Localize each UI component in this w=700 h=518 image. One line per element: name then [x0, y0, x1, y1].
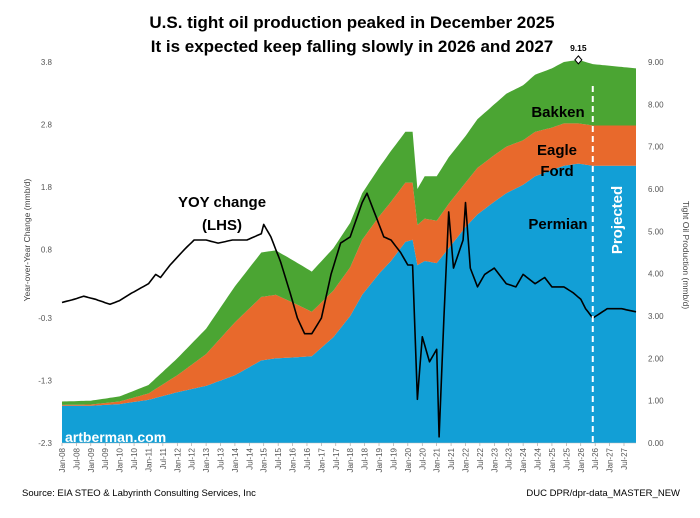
- x-tick-label: Jan-09: [87, 447, 96, 472]
- left-tick-label: 2.8: [41, 120, 53, 129]
- footer-source: Source: EIA STEO & Labyrinth Consulting …: [22, 488, 256, 499]
- left-tick-label: 0.8: [41, 245, 53, 254]
- footer-file: DUC DPR/dpr-data_MASTER_NEW: [526, 488, 680, 499]
- left-tick-label: -0.3: [38, 314, 52, 323]
- x-tick-label: Jul-22: [476, 447, 485, 469]
- x-tick-label: Jan-21: [433, 447, 442, 472]
- right-tick-label: 2.00: [648, 354, 664, 363]
- annotation-permian: Permian: [528, 216, 587, 233]
- yoy-series-line: [61, 192, 637, 438]
- x-tick-label: Jul-19: [389, 447, 398, 469]
- x-tick-label: Jan-13: [202, 447, 211, 472]
- right-tick-label: 1.00: [648, 397, 664, 406]
- area-bakken: [62, 59, 636, 405]
- x-tick-label: Jan-15: [260, 447, 269, 472]
- x-tick-label: Jan-18: [346, 447, 355, 472]
- left-tick-label: 3.8: [41, 58, 53, 67]
- left-tick-label: -1.3: [38, 377, 52, 386]
- x-tick-label: Jul-26: [591, 447, 600, 469]
- left-tick-label: 1.8: [41, 183, 53, 192]
- annotation-yoy-line1: YOY change: [178, 194, 266, 211]
- annotation-bakken: Bakken: [531, 104, 584, 121]
- chart-subtitle: It is expected keep falling slowly in 20…: [151, 37, 554, 56]
- x-tick-label: Jan-20: [404, 447, 413, 472]
- x-tick-label: Jan-26: [577, 447, 586, 472]
- x-tick-label: Jul-21: [447, 447, 456, 469]
- peak-marker: [574, 55, 583, 65]
- right-tick-label: 0.00: [648, 439, 664, 448]
- right-tick-label: 7.00: [648, 143, 664, 152]
- peak-label: 9.15: [570, 43, 587, 53]
- annotation-eagle-ford-line2: Ford: [540, 163, 573, 180]
- annotation-projected: Projected: [609, 186, 626, 254]
- x-tick-label: Jul-23: [505, 447, 514, 469]
- left-axis-ticks: 3.8 2.8 1.8 0.8 -0.3 -1.3 -2.3: [38, 58, 52, 448]
- watermark: artberman.com: [65, 429, 166, 445]
- left-axis-title: Year-over-Year Change (mmb/d): [22, 178, 32, 301]
- x-tick-label: Jul-12: [188, 447, 197, 469]
- x-tick-label: Jan-22: [461, 447, 470, 472]
- chart-title: U.S. tight oil production peaked in Dece…: [149, 13, 554, 32]
- right-tick-label: 4.00: [648, 270, 664, 279]
- right-tick-label: 8.00: [648, 100, 664, 109]
- x-tick-label: Jan-08: [58, 447, 67, 472]
- x-tick-label: Jan-10: [116, 447, 125, 472]
- right-axis-ticks: 9.00 8.00 7.00 6.00 5.00 4.00 3.00 2.00 1.00 0.00: [648, 58, 664, 448]
- x-tick-label: Jul-15: [274, 447, 283, 469]
- x-tick-label: Jul-16: [303, 447, 312, 469]
- x-tick-label: Jan-25: [548, 447, 557, 472]
- annotation-eagle-ford-line1: Eagle: [537, 142, 577, 159]
- yoy-line: [61, 192, 637, 438]
- x-tick-label: Jul-25: [562, 447, 571, 469]
- x-tick-label: Jan-16: [289, 447, 298, 472]
- x-tick-label: Jul-18: [361, 447, 370, 469]
- right-tick-label: 5.00: [648, 227, 664, 236]
- x-tick-label: Jul-13: [217, 447, 226, 469]
- x-tick-label: Jul-27: [620, 447, 629, 469]
- x-tick-label: Jul-09: [101, 447, 110, 469]
- annotation-yoy-line2: (LHS): [202, 217, 242, 234]
- x-tick-label: Jan-17: [317, 447, 326, 472]
- projection-marker: 9.15: [570, 43, 594, 443]
- area-permian: [62, 163, 636, 443]
- right-axis-title: Tight Oil Production (mmb/d): [681, 201, 691, 309]
- x-tick-label: Jan-23: [490, 447, 499, 472]
- x-tick-label: Jan-14: [231, 447, 240, 472]
- x-tick-label: Jul-10: [130, 447, 139, 469]
- right-tick-label: 9.00: [648, 58, 664, 67]
- x-tick-label: Jan-12: [173, 447, 182, 472]
- right-tick-label: 3.00: [648, 312, 664, 321]
- stacked-areas: [62, 59, 636, 443]
- x-axis-ticks: Jan-08 Jul-08 Jan-09 Jul-09 Jan-10 Jul-10 Jan-…: [58, 442, 636, 472]
- x-tick-label: Jan-19: [375, 447, 384, 472]
- area-eagle-ford: [62, 123, 636, 406]
- x-tick-label: Jul-17: [332, 447, 341, 469]
- x-tick-label: Jul-20: [418, 447, 427, 469]
- x-tick-label: Jul-08: [72, 447, 81, 469]
- x-tick-label: Jul-14: [245, 447, 254, 469]
- right-tick-label: 6.00: [648, 185, 664, 194]
- x-tick-label: Jan-27: [606, 447, 615, 472]
- x-tick-label: Jul-24: [534, 447, 543, 469]
- x-tick-label: Jan-11: [144, 447, 153, 471]
- x-tick-label: Jan-24: [519, 447, 528, 472]
- x-tick-label: Jul-11: [159, 447, 168, 469]
- left-tick-label: -2.3: [38, 439, 52, 448]
